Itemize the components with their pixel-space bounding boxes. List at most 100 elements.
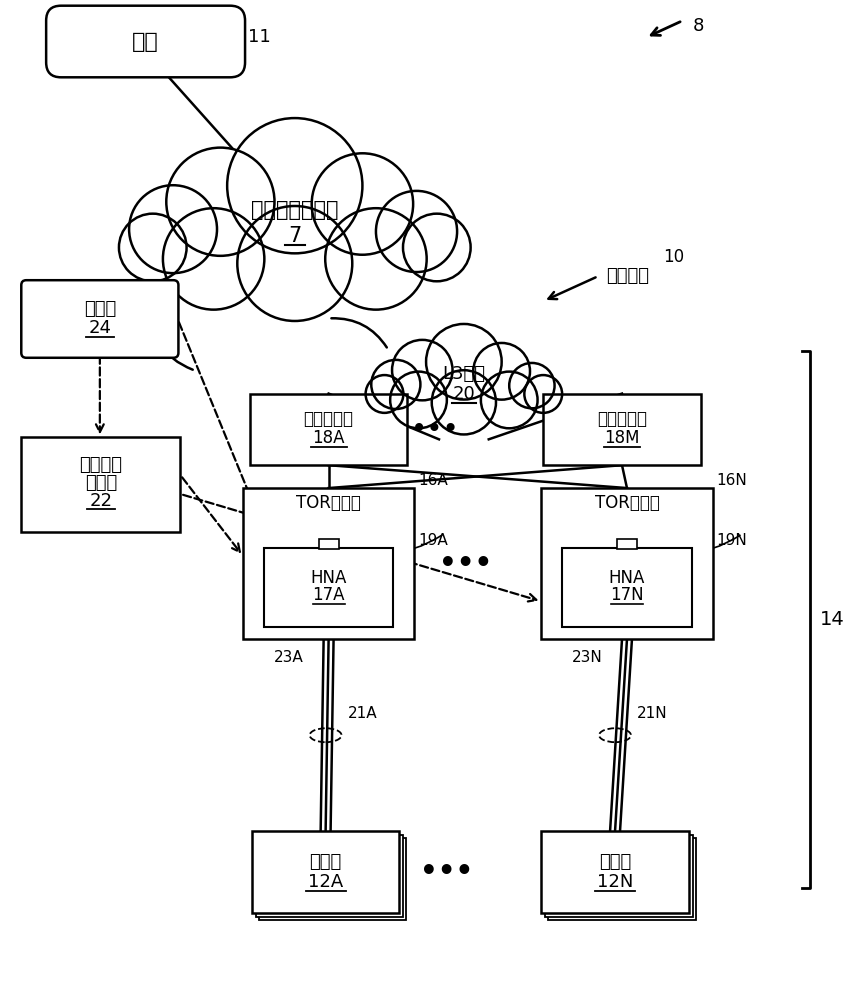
Text: 19N: 19N [717, 533, 747, 548]
Circle shape [376, 191, 457, 272]
Circle shape [143, 218, 184, 259]
Bar [548, 838, 695, 920]
Text: 数据中心: 数据中心 [606, 267, 649, 285]
Circle shape [509, 363, 554, 408]
Text: 24: 24 [88, 319, 111, 337]
Text: 8: 8 [693, 17, 704, 35]
Text: •••: ••• [421, 858, 473, 886]
Circle shape [489, 369, 523, 403]
Text: 14: 14 [820, 610, 845, 629]
Text: •••: ••• [439, 550, 492, 578]
Text: 10: 10 [663, 248, 684, 266]
Circle shape [425, 368, 462, 404]
Circle shape [515, 386, 537, 408]
Text: 23A: 23A [274, 650, 303, 665]
Circle shape [167, 218, 219, 270]
Circle shape [469, 384, 503, 418]
Circle shape [424, 384, 458, 418]
Circle shape [260, 190, 329, 259]
Text: 服务器: 服务器 [599, 853, 632, 871]
Circle shape [129, 185, 217, 273]
Circle shape [366, 375, 404, 413]
Circle shape [386, 233, 427, 273]
Bar [252, 831, 400, 913]
Circle shape [379, 378, 401, 401]
Text: 21A: 21A [348, 706, 377, 721]
Text: 12N: 12N [597, 873, 633, 891]
Circle shape [466, 350, 500, 384]
Circle shape [503, 365, 530, 392]
Circle shape [406, 219, 447, 260]
Text: 12A: 12A [308, 873, 343, 891]
Text: 17N: 17N [610, 586, 643, 604]
Circle shape [392, 371, 415, 393]
Text: 18A: 18A [312, 429, 345, 447]
Bar [563, 548, 692, 627]
Circle shape [187, 200, 247, 261]
Text: 架式交据机: 架式交据机 [303, 410, 354, 428]
Text: 23N: 23N [572, 650, 603, 665]
Circle shape [394, 363, 424, 392]
Bar [617, 539, 637, 549]
Circle shape [404, 368, 438, 402]
Circle shape [371, 360, 421, 409]
Text: 虚拟网络: 虚拟网络 [79, 456, 122, 474]
Bar [546, 835, 693, 917]
Circle shape [326, 208, 427, 310]
Bar [243, 488, 414, 639]
Text: •••: ••• [411, 415, 459, 443]
Circle shape [393, 377, 422, 407]
Text: 18M: 18M [604, 429, 640, 447]
Circle shape [403, 214, 471, 281]
Circle shape [119, 214, 187, 281]
Text: 服务提供方网络: 服务提供方网络 [251, 200, 338, 220]
Circle shape [445, 363, 483, 401]
Circle shape [507, 379, 534, 406]
Bar [543, 394, 700, 465]
Bar [319, 539, 338, 549]
Circle shape [163, 233, 203, 273]
Circle shape [305, 192, 366, 253]
Text: TOR交换机: TOR交换机 [594, 494, 660, 512]
Text: HNA: HNA [609, 569, 645, 587]
Circle shape [390, 386, 413, 408]
Text: 架式交据机: 架式交据机 [597, 410, 647, 428]
Bar [259, 838, 406, 920]
Bar [541, 488, 712, 639]
Bar [250, 394, 407, 465]
Circle shape [526, 378, 549, 401]
Circle shape [392, 340, 452, 400]
Circle shape [366, 193, 414, 242]
Text: 服务器: 服务器 [309, 853, 342, 871]
Text: 控制器: 控制器 [85, 474, 117, 492]
Circle shape [469, 364, 503, 398]
Circle shape [524, 375, 562, 413]
Text: 11: 11 [248, 28, 271, 46]
Bar [541, 831, 689, 913]
Circle shape [481, 372, 537, 428]
Text: 客户: 客户 [133, 32, 159, 52]
Bar [264, 548, 394, 627]
Text: 20: 20 [452, 385, 475, 403]
Text: HNA: HNA [310, 569, 347, 587]
Circle shape [163, 208, 264, 310]
Text: 22: 22 [89, 492, 112, 510]
Circle shape [432, 370, 496, 434]
Circle shape [227, 118, 362, 253]
Circle shape [237, 206, 352, 321]
Text: 19A: 19A [418, 533, 448, 548]
Circle shape [339, 201, 400, 262]
Circle shape [225, 161, 290, 226]
Circle shape [312, 153, 413, 255]
Text: 17A: 17A [312, 586, 345, 604]
Circle shape [298, 164, 359, 225]
Circle shape [224, 231, 285, 292]
Circle shape [298, 203, 359, 264]
Circle shape [390, 372, 447, 428]
Text: TOR交换机: TOR交换机 [296, 494, 361, 512]
Text: 16N: 16N [717, 473, 747, 488]
Circle shape [170, 189, 223, 242]
Bar [256, 835, 403, 917]
Circle shape [167, 148, 275, 256]
Circle shape [305, 231, 366, 292]
